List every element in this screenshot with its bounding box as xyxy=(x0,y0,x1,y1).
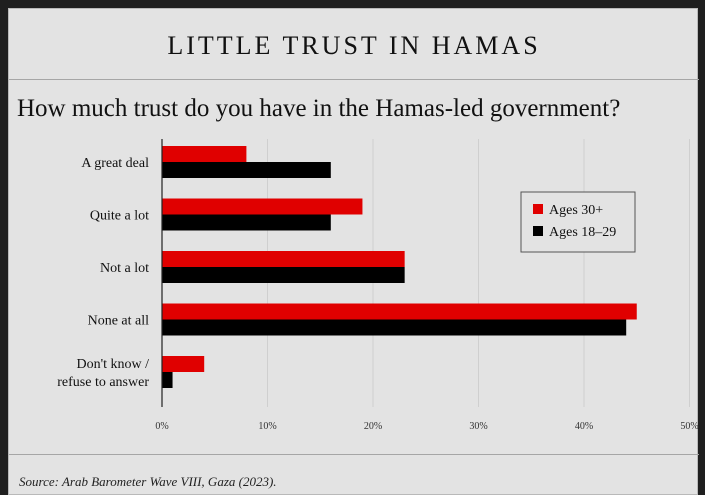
bar-chart: 0% 10% 20% 30% 40% 50% A great deal Quite a lot… xyxy=(57,139,699,432)
bar xyxy=(162,267,405,283)
category-label: Don't know / xyxy=(76,357,149,372)
bar xyxy=(162,214,331,231)
category-label: refuse to answer xyxy=(57,375,149,390)
bar xyxy=(162,303,637,320)
bar xyxy=(162,162,331,178)
title-divider xyxy=(9,79,699,80)
category-label: A great deal xyxy=(81,156,149,171)
source-divider xyxy=(9,454,699,455)
legend-box xyxy=(520,191,636,253)
legend-label: Ages 30+ xyxy=(549,203,603,218)
category-label: Not a lot xyxy=(100,261,149,276)
chart-title: LITTLE TRUST IN HAMAS xyxy=(167,31,541,60)
bar xyxy=(162,146,247,162)
legend-swatch xyxy=(533,204,543,214)
legend-swatch xyxy=(533,226,543,236)
bar xyxy=(162,198,363,215)
category-label: Quite a lot xyxy=(90,209,149,224)
x-tick-label: 50% xyxy=(680,421,698,432)
x-tick-label: 30% xyxy=(469,421,487,432)
legend-label: Ages 18–29 xyxy=(549,225,616,240)
source-note: Source: Arab Barometer Wave VIII, Gaza (… xyxy=(19,474,277,489)
chart-panel: LITTLE TRUST IN HAMAS How much trust do … xyxy=(8,8,699,495)
bar xyxy=(162,251,405,267)
category-label: None at all xyxy=(88,314,150,329)
bar xyxy=(162,356,205,372)
x-tick-label: 10% xyxy=(258,421,276,432)
bar xyxy=(162,372,173,388)
x-tick-label: 40% xyxy=(575,421,593,432)
x-tick-label: 20% xyxy=(364,421,382,432)
chart-subtitle: How much trust do you have in the Hamas-… xyxy=(17,95,621,122)
x-tick-label: 0% xyxy=(155,421,168,432)
bar xyxy=(162,319,627,336)
